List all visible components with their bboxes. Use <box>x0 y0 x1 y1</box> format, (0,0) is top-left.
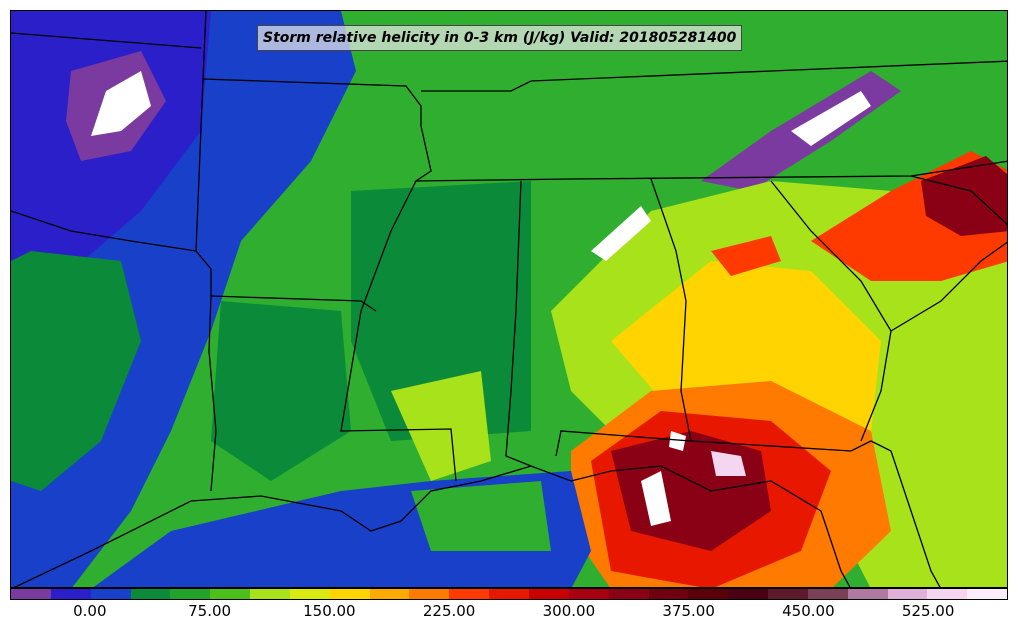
maroon-cell-carolinas <box>921 156 1007 236</box>
colorbar-segment <box>369 589 410 599</box>
boundary-line <box>413 125 1007 182</box>
gulf-coastline <box>13 465 851 587</box>
boundary-line <box>421 60 1007 92</box>
boundary-line <box>11 210 197 252</box>
boundary-line <box>910 175 1007 226</box>
boundary-line <box>505 180 532 467</box>
colorbar-segment <box>528 589 569 599</box>
colorbar-tick-label: 150.00 <box>303 602 356 620</box>
colorbar-segment <box>210 589 251 599</box>
colorbar-tick-label: 525.00 <box>901 602 955 620</box>
gulf-green-area <box>411 481 551 551</box>
white-pocket-alabama <box>591 206 651 261</box>
boundary-line <box>770 180 892 442</box>
colorbar-segment <box>170 589 211 599</box>
boundary-line <box>690 440 892 452</box>
colorbar-segment <box>568 589 609 599</box>
colorbar-segment <box>807 589 848 599</box>
colorbar-segment <box>728 589 769 599</box>
louisiana-green-area <box>211 301 351 481</box>
colorbar-segment <box>489 589 529 599</box>
colorbar-tick-label: 75.00 <box>188 602 232 620</box>
white-storm-core-3 <box>669 431 686 451</box>
colorbar-segment <box>289 589 330 599</box>
colorbar-tick-label: 300.00 <box>542 602 596 620</box>
boundary-line <box>11 32 202 49</box>
colorbar <box>10 588 1008 600</box>
state-boundaries <box>11 11 1007 587</box>
map-title: Storm relative helicity in 0-3 km (J/kg)… <box>257 25 743 51</box>
colorbar-segment <box>90 589 131 599</box>
colorbar-tick-label: 0.00 <box>73 602 107 620</box>
colorbar-segment <box>927 589 968 599</box>
colorbar-tick-label: 450.00 <box>782 602 835 620</box>
boundary-line <box>555 178 692 457</box>
boundary-line <box>195 11 217 492</box>
colorbar-segment <box>250 589 290 599</box>
map-panel: Storm relative helicity in 0-3 km (J/kg)… <box>10 10 1008 588</box>
colorbar-segment <box>887 589 928 599</box>
texas-green-area <box>11 251 141 491</box>
colorbar-segment <box>688 589 729 599</box>
mississippi-light-area <box>391 371 491 481</box>
colorbar-segment <box>847 589 888 599</box>
boundary-line <box>340 180 457 482</box>
white-pocket-nw <box>91 71 151 136</box>
colorbar-segment <box>449 589 490 599</box>
colorbar-segment <box>11 589 51 599</box>
colorbar-segment <box>329 589 370 599</box>
colorbar-segment <box>50 589 91 599</box>
helicity-map <box>11 11 1007 587</box>
pink-storm-core-2 <box>711 451 746 476</box>
boundary-line <box>202 78 422 126</box>
colorbar-segment <box>648 589 689 599</box>
atlantic-coastline-carolinas <box>890 241 1007 332</box>
colorbar-segment <box>768 589 808 599</box>
mississippi-green-area <box>351 181 531 441</box>
white-band-ne <box>791 91 871 146</box>
colorbar-segment <box>130 589 171 599</box>
colorbar-segment <box>967 589 1008 599</box>
white-storm-core-1 <box>641 471 671 526</box>
boundary-line <box>210 295 377 312</box>
colorbar-segment <box>608 589 649 599</box>
red-cell-georgia <box>711 236 781 276</box>
colorbar-segment <box>409 589 450 599</box>
colorbar-tick-label: 375.00 <box>662 602 715 620</box>
colorbar-tick-labels: 0.00 75.00 150.00 225.00 300.00 375.00 450.00 5… <box>10 602 1008 622</box>
atlantic-coastline-florida <box>890 450 941 587</box>
colorbar-tick-label: 225.00 <box>422 602 476 620</box>
